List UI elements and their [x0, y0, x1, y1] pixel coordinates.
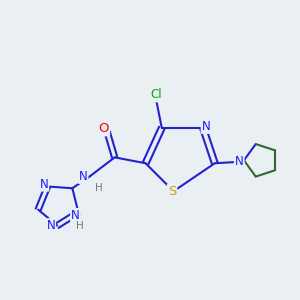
Text: H: H: [94, 183, 102, 193]
Text: H: H: [76, 221, 84, 231]
Text: O: O: [98, 122, 109, 135]
Text: Cl: Cl: [150, 88, 162, 101]
Text: N: N: [71, 209, 80, 222]
Text: N: N: [40, 178, 48, 190]
Text: N: N: [79, 170, 88, 183]
Text: N: N: [235, 155, 244, 168]
Text: S: S: [168, 185, 176, 198]
Text: N: N: [46, 219, 55, 232]
Text: N: N: [202, 120, 210, 133]
